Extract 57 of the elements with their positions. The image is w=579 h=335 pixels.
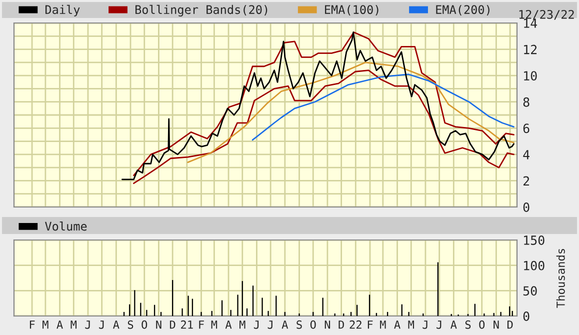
x-tick-label: S (296, 320, 302, 329)
y-tick-label: 10 (524, 71, 537, 81)
line-series (133, 70, 514, 184)
x-tick-label: O (310, 320, 316, 329)
legend-label: Daily (45, 4, 80, 16)
x-tick-label: N (494, 320, 499, 329)
x-tick-label: 22 (350, 320, 362, 329)
x-tick-label: J (99, 320, 104, 329)
text: 12/23/22 (519, 10, 574, 20)
x-tick-label: A (450, 320, 457, 329)
x-tick-label: J (85, 320, 90, 329)
y-tick-label: 6 (523, 124, 530, 134)
y-tick-label: 0 (523, 202, 530, 212)
y-axis-title: Thousands (556, 248, 565, 308)
x-tick-label: J (254, 320, 259, 329)
legend-label: Bollinger Bands(20) (135, 4, 268, 16)
x-tick-label: M (42, 320, 48, 329)
x-tick-label: S (128, 320, 134, 329)
x-tick-label: M (408, 320, 414, 329)
legend-label: EMA(100) (325, 4, 378, 16)
x-tick-label: F (368, 320, 373, 329)
x-tick-label: J (436, 320, 442, 329)
x-tick-label: O (142, 320, 148, 329)
x-tick-label: F (199, 320, 204, 329)
x-tick-label: N (324, 320, 330, 329)
x-tick-label: A (225, 320, 232, 329)
y-tick-label: 100 (524, 260, 544, 270)
x-tick-label: M (70, 320, 77, 329)
y-tick-label: 0 (523, 312, 530, 321)
line-series (187, 62, 514, 164)
x-tick-label: A (113, 320, 120, 329)
x-tick-label: S (465, 320, 471, 329)
legend-label: Volume (45, 222, 87, 231)
y-tick-label: 14 (524, 18, 538, 28)
y-tick-label: 4 (523, 150, 530, 160)
x-tick-label: D (507, 320, 513, 329)
y-tick-label: 150 (524, 236, 544, 245)
y-tick-label: 8 (523, 97, 530, 107)
legend-label: EMA(200) (436, 4, 490, 16)
y-tick-label: 2 (523, 176, 530, 186)
x-tick-label: O (479, 320, 485, 329)
line-series (252, 74, 514, 141)
x-tick-label: N (156, 320, 162, 329)
x-tick-label: A (394, 320, 400, 329)
x-tick-label: A (56, 320, 63, 329)
x-tick-label: D (170, 320, 176, 329)
x-tick-label: M (380, 320, 386, 329)
x-tick-label: A (282, 320, 288, 329)
x-tick-label: M (211, 320, 218, 329)
x-tick-label: D (338, 320, 344, 329)
y-tick-label: 50 (523, 286, 537, 296)
x-tick-label: F (30, 320, 35, 329)
x-tick-label: 21 (181, 320, 193, 329)
y-tick-label: 12 (524, 44, 537, 54)
x-tick-label: J (268, 320, 272, 329)
x-tick-label: J (422, 320, 428, 329)
x-tick-label: M (240, 320, 246, 329)
